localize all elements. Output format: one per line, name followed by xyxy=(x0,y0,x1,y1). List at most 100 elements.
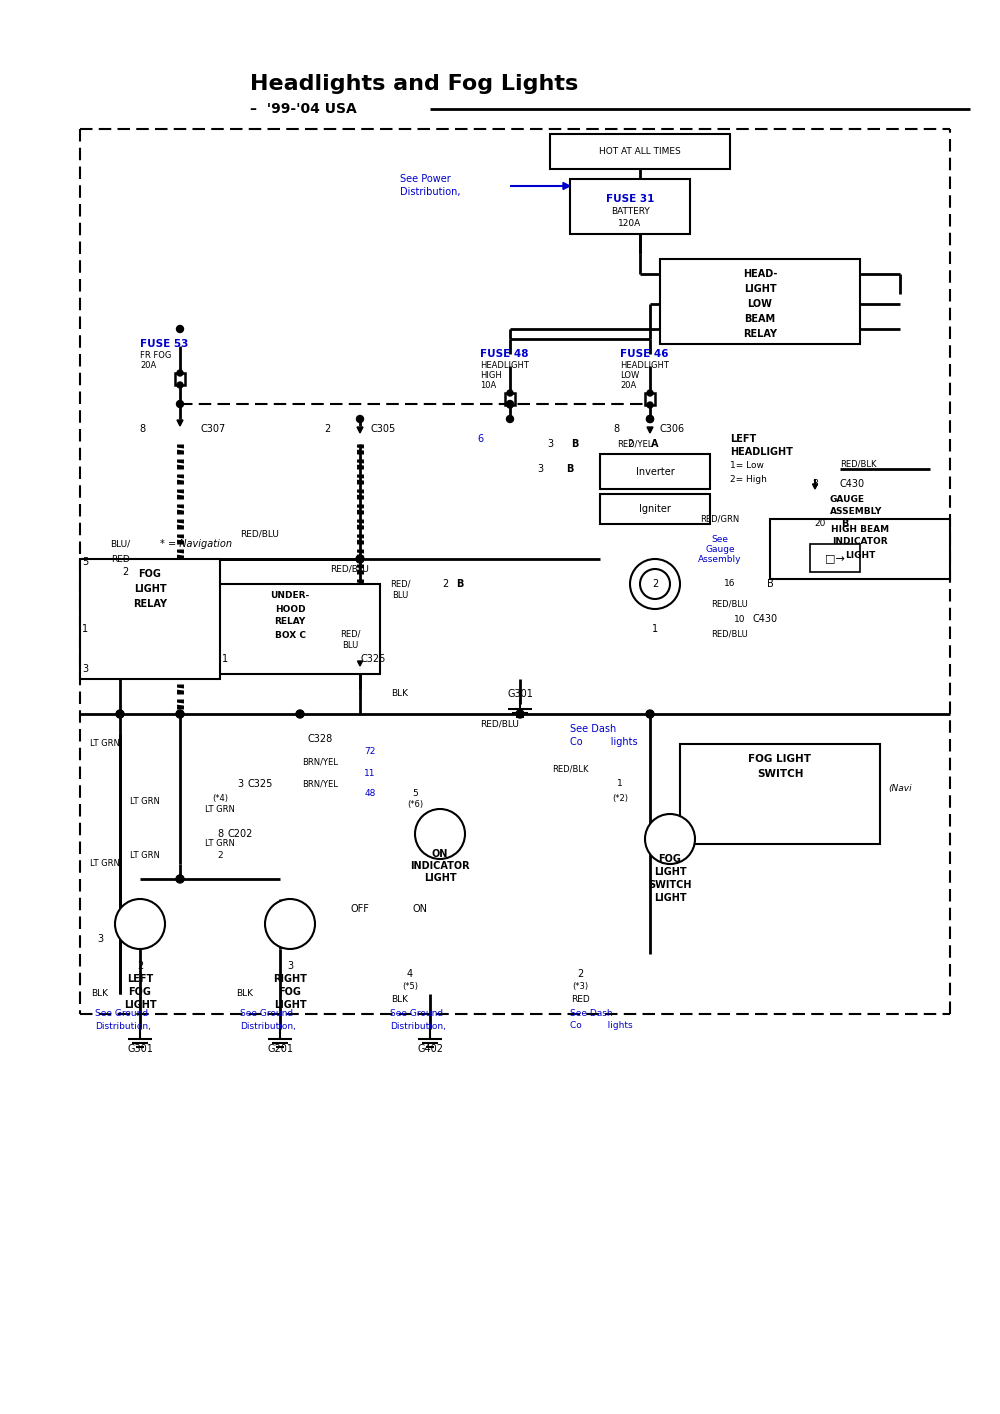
Text: UNDER-: UNDER- xyxy=(270,591,310,601)
Circle shape xyxy=(646,416,654,423)
Text: 2: 2 xyxy=(627,438,633,450)
Bar xyxy=(175,373,185,385)
Text: –  '99-'04 USA: – '99-'04 USA xyxy=(250,102,357,116)
Text: Distribution,: Distribution, xyxy=(240,1021,296,1031)
Text: 2: 2 xyxy=(137,962,143,971)
Text: B: B xyxy=(571,438,579,450)
Text: Headlights and Fog Lights: Headlights and Fog Lights xyxy=(250,74,578,93)
Text: FUSE 46: FUSE 46 xyxy=(620,349,668,359)
Text: RED/BLK: RED/BLK xyxy=(840,460,876,468)
Text: 20A: 20A xyxy=(620,382,636,390)
Text: LIGHT: LIGHT xyxy=(654,867,686,877)
Text: LEFT: LEFT xyxy=(730,434,756,444)
Bar xyxy=(645,393,655,404)
Text: 3: 3 xyxy=(97,935,103,945)
Text: RELAY: RELAY xyxy=(133,600,167,609)
Text: B: B xyxy=(566,464,574,474)
Text: 4: 4 xyxy=(407,969,413,978)
Text: Distribution,: Distribution, xyxy=(95,1021,151,1031)
Text: FUSE 53: FUSE 53 xyxy=(140,339,188,349)
Polygon shape xyxy=(358,660,363,666)
Text: GAUGE: GAUGE xyxy=(830,495,865,503)
Text: 48: 48 xyxy=(364,789,376,799)
Text: 1= Low: 1= Low xyxy=(730,461,764,471)
Text: LT GRN: LT GRN xyxy=(205,840,235,848)
Text: LOW: LOW xyxy=(620,372,639,380)
Text: B: B xyxy=(456,578,464,590)
Text: 3: 3 xyxy=(237,779,243,789)
Text: 120A: 120A xyxy=(618,219,642,229)
Text: HEADLIGHT: HEADLIGHT xyxy=(480,362,529,370)
Text: (*5): (*5) xyxy=(402,981,418,990)
Text: FOG: FOG xyxy=(139,568,161,578)
Text: C325: C325 xyxy=(247,779,273,789)
Text: 3: 3 xyxy=(547,438,553,450)
Text: LT GRN: LT GRN xyxy=(90,740,120,748)
Text: C306: C306 xyxy=(660,424,685,434)
Circle shape xyxy=(516,710,524,718)
Text: (*2): (*2) xyxy=(612,795,628,803)
Text: FUSE 48: FUSE 48 xyxy=(480,349,528,359)
Text: LIGHT: LIGHT xyxy=(845,551,875,560)
Text: ASSEMBLY: ASSEMBLY xyxy=(830,508,882,516)
Text: 3: 3 xyxy=(287,962,293,971)
Text: HOT AT ALL TIMES: HOT AT ALL TIMES xyxy=(599,147,681,157)
Text: RELAY: RELAY xyxy=(274,618,306,626)
Bar xyxy=(600,454,710,489)
Text: C430: C430 xyxy=(752,614,778,624)
Text: RED/BLU: RED/BLU xyxy=(481,720,519,728)
Text: OFF: OFF xyxy=(351,904,369,913)
Text: (*6): (*6) xyxy=(407,799,423,809)
Text: 1: 1 xyxy=(617,779,623,789)
Text: BLU: BLU xyxy=(342,642,358,650)
Text: 2= High: 2= High xyxy=(730,475,767,484)
Bar xyxy=(660,259,860,344)
Text: G301: G301 xyxy=(127,1044,153,1053)
Text: LIGHT: LIGHT xyxy=(274,1000,306,1010)
Text: LT GRN: LT GRN xyxy=(205,805,235,813)
Text: 2: 2 xyxy=(577,969,583,978)
Text: BLK: BLK xyxy=(92,990,109,998)
Text: 2: 2 xyxy=(217,851,223,861)
Text: Distribution,: Distribution, xyxy=(400,187,461,197)
Circle shape xyxy=(176,710,184,718)
Text: 20: 20 xyxy=(814,519,826,529)
Circle shape xyxy=(507,390,513,396)
Text: (Navi: (Navi xyxy=(888,785,912,793)
Text: RED/GRN: RED/GRN xyxy=(700,515,740,523)
Text: FOG LIGHT: FOG LIGHT xyxy=(748,754,812,764)
Text: 1: 1 xyxy=(222,655,228,665)
Text: 8: 8 xyxy=(812,479,818,488)
Text: FUSE 31: FUSE 31 xyxy=(606,194,654,204)
Text: HOOD: HOOD xyxy=(275,605,305,614)
Text: C307: C307 xyxy=(200,424,225,434)
Text: INDICATOR: INDICATOR xyxy=(410,861,470,871)
Text: G201: G201 xyxy=(267,1044,293,1053)
Circle shape xyxy=(177,325,184,332)
Text: FR FOG: FR FOG xyxy=(140,352,171,361)
Circle shape xyxy=(115,899,165,949)
Text: BOX C: BOX C xyxy=(275,632,306,641)
Text: 16: 16 xyxy=(724,580,736,588)
Text: 2: 2 xyxy=(324,424,330,434)
Circle shape xyxy=(356,556,364,563)
Circle shape xyxy=(646,416,654,423)
Text: SWITCH: SWITCH xyxy=(648,880,692,889)
Bar xyxy=(200,584,380,674)
Text: LIGHT: LIGHT xyxy=(424,872,456,882)
Circle shape xyxy=(507,400,514,407)
Text: FOG: FOG xyxy=(659,854,681,864)
Text: 10: 10 xyxy=(734,615,746,624)
Text: 5: 5 xyxy=(412,789,418,799)
Text: (*4): (*4) xyxy=(212,795,228,803)
Text: Inverter: Inverter xyxy=(636,467,674,477)
Bar xyxy=(550,134,730,170)
Circle shape xyxy=(647,390,653,396)
Text: RED/BLU: RED/BLU xyxy=(712,629,748,639)
Text: Co         lights: Co lights xyxy=(570,737,638,747)
Text: HIGH: HIGH xyxy=(480,372,502,380)
Circle shape xyxy=(357,416,364,423)
Text: BRN/YEL: BRN/YEL xyxy=(302,779,338,789)
Circle shape xyxy=(647,402,653,409)
Text: 20A: 20A xyxy=(140,362,156,370)
